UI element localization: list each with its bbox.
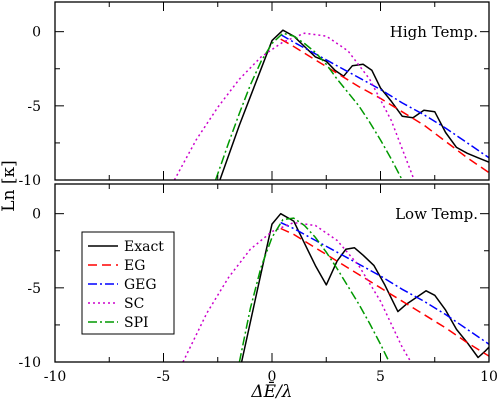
series-sc-low-temp (182, 221, 412, 362)
panel-low-temp: 0 -5 -10 -10 -5 0 5 10 Low Temp. Exact EG GEG SC S… (18, 183, 498, 385)
legend-label-sc: SC (124, 296, 144, 312)
y-tick-label: 0 (32, 25, 41, 41)
x-tick-label: 5 (376, 369, 385, 385)
x-tick-label: -5 (157, 369, 171, 385)
x-tick-label: 10 (480, 369, 498, 385)
series-eg-low-temp (280, 227, 489, 357)
x-tick-label: -10 (44, 369, 67, 385)
y-tick-label: -10 (18, 355, 41, 371)
series-geg-low-temp (280, 221, 489, 345)
legend-label-exact: Exact (124, 239, 164, 255)
y-tick-label: -5 (27, 281, 41, 297)
legend-box (81, 231, 175, 335)
series-eg-high-temp (280, 38, 489, 174)
series-exact-low-temp (240, 212, 489, 362)
legend-label-geg: GEG (124, 277, 157, 293)
series-spi-low-temp (238, 217, 390, 362)
y-ticks-low-temp: 0 -5 -10 (18, 207, 489, 371)
annotation-low-temp: Low Temp. (395, 205, 478, 223)
plot-lines-low-temp (182, 212, 489, 362)
plot-lines-high-temp (173, 29, 489, 180)
y-tick-label: -5 (27, 99, 41, 115)
y-ticks-high-temp: 0 -5 -10 (18, 25, 489, 189)
legend-label-spi: SPI (124, 315, 149, 331)
panel-high-temp: 0 -5 -10 High Temp. (18, 1, 490, 189)
y-axis-label: Ln [κ] (0, 160, 19, 212)
y-tick-label: -10 (18, 173, 41, 189)
series-exact-high-temp (219, 29, 489, 180)
x-tick-label: 0 (268, 369, 277, 385)
y-tick-label: 0 (32, 207, 41, 223)
series-sc-high-temp (173, 32, 414, 180)
x-axis-label: ΔĒ/λ (250, 381, 292, 402)
legend: Exact EG GEG SC SPI (81, 231, 175, 335)
annotation-high-temp: High Temp. (390, 23, 478, 41)
legend-label-eg: EG (124, 258, 145, 274)
series-spi-high-temp (214, 32, 403, 180)
x-ticks-low-temp: -10 -5 0 5 10 (44, 184, 498, 385)
x-ticks-high-temp (54, 2, 490, 180)
